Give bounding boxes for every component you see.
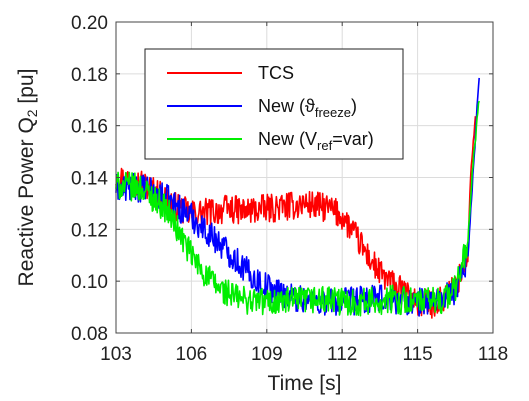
legend-label-main: TCS [258,63,294,83]
y-tick-label: 0.20 [71,13,108,34]
x-tick-label: 118 [478,344,508,365]
legend-items: TCS New (ϑfreeze) New (Vref=var) [167,63,374,153]
y-tick-label: 0.14 [71,169,108,190]
y-axis-label-main: Reactive Power Q [15,117,38,286]
x-axis-label: Time [s] [268,372,342,395]
y-tick-label: 0.16 [71,117,108,138]
x-tick-label: 109 [251,344,283,365]
y-axis-label-subscript: 2 [24,109,40,117]
x-tick-label: 112 [327,344,357,365]
y-tick-label: 0.10 [71,272,108,293]
y-axis-label-unit: [pu] [15,69,38,110]
legend-label: New (Vref=var) [258,129,374,153]
legend-label-main: New (ϑ [258,96,315,116]
legend-label-subscript: freeze [315,105,351,120]
x-tick-label: 103 [100,344,132,365]
legend-label: New (ϑfreeze) [258,96,357,120]
x-tick-labels: 103 106 109 112 115 118 [100,344,508,365]
x-tick-label: 115 [402,344,432,365]
legend-label-main: New (V [258,129,317,149]
legend-label: TCS [258,63,294,83]
y-tick-label: 0.18 [71,65,108,86]
y-axis-label: Reactive Power Q2 [pu] [15,69,40,287]
series-line [115,100,480,317]
y-tick-label: 0.12 [71,220,108,241]
legend-box [144,48,404,160]
y-tick-label: 0.08 [71,324,108,345]
legend-label-tail: =var) [332,129,374,149]
legend-label-tail: ) [351,96,357,116]
axis-ticks [115,21,494,334]
x-tick-label: 106 [176,344,208,365]
series-layer [115,77,480,319]
y-tick-labels: 0.08 0.10 0.12 0.14 0.16 0.18 0.20 [71,13,108,345]
series-line [115,77,480,317]
legend-label-subscript: ref [317,138,333,153]
legend: TCS New (ϑfreeze) New (Vref=var) [144,48,404,160]
